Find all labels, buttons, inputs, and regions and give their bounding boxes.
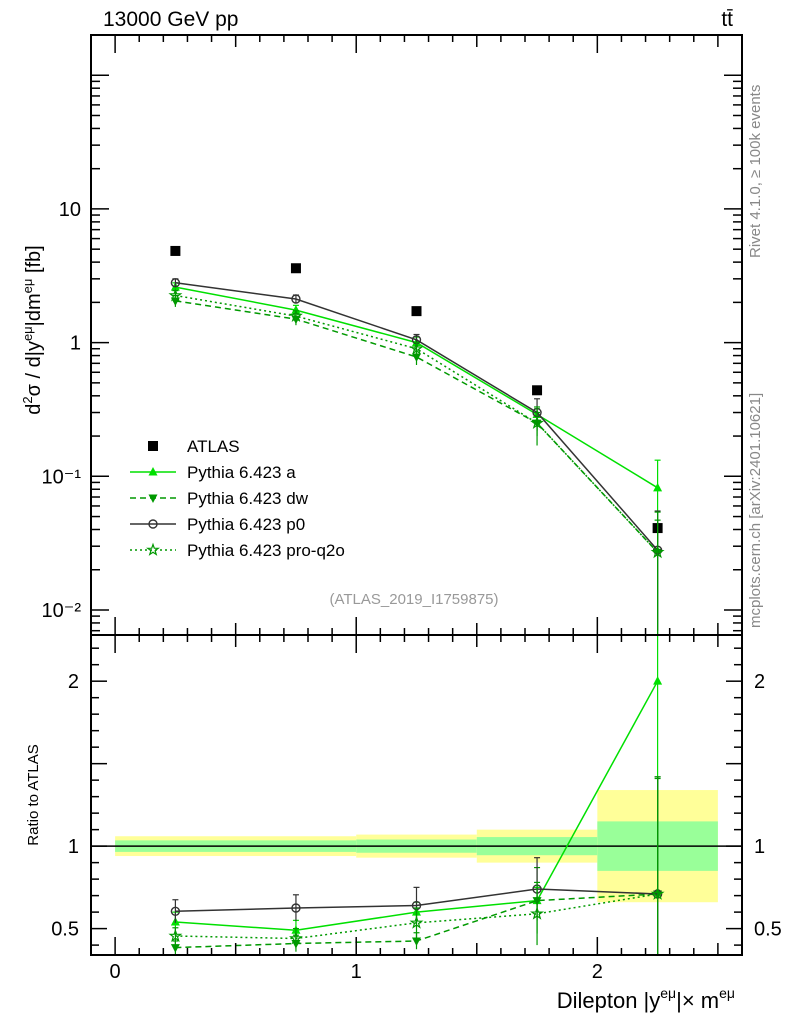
ratio-ticks: 0.5 0.5 1 1 2 2 0 1 2: [51, 635, 782, 983]
analysis-id-label: (ATLAS_2019_I1759875): [329, 591, 498, 608]
ratio-y-axis-label: Ratio to ATLAS: [25, 744, 42, 845]
main-dw-series-line: [175, 300, 659, 553]
x-tick-label: 0: [110, 961, 121, 983]
main-pro-series-line: [175, 294, 659, 553]
ratio-y-tick-label: 1: [68, 836, 79, 858]
rivet-version-label: Rivet 4.1.0, ≥ 100k events: [747, 85, 764, 258]
x-axis-label: Dilepton |yeμ|× meμ: [557, 985, 735, 1013]
main-y-tick-label: 10⁻²: [42, 600, 82, 622]
ratio-y-tick-label: 2: [68, 671, 79, 693]
x-tick-label: 1: [351, 961, 362, 983]
main-y-tick-label: 1: [70, 333, 81, 355]
ratio-frame: [90, 634, 743, 956]
main-data-series-point: [170, 245, 181, 256]
main-panel: 10⁻² 10⁻¹ 1 10 d2σ / d|yeμ|dmeμ [fb] (ATLAS…: [20, 34, 743, 636]
main-dw-series-point: [412, 353, 421, 363]
ratio-pro-series-point: [168, 928, 183, 942]
legend-label-dw: Pythia 6.423 dw: [187, 489, 309, 508]
main-ticks: 10⁻² 10⁻¹ 1 10: [42, 34, 742, 635]
legend-marker-pro: [146, 542, 160, 556]
main-data-series-point: [290, 263, 301, 274]
main-p0-series-point: [291, 294, 301, 304]
ratio-y-tick-label: 0.5: [51, 919, 79, 941]
main-pro-series-point: [288, 308, 303, 322]
ratio-y-tick-label-right: 1: [754, 836, 765, 858]
legend-marker-dw: [148, 494, 158, 503]
process-label: tt̄: [721, 8, 733, 31]
mcplots-label: mcplots.cern.ch [arXiv:2401.10621]: [747, 393, 764, 628]
main-data-marks: [168, 245, 665, 635]
main-pro-series-point: [409, 341, 424, 355]
ratio-a-series-point: [653, 676, 663, 685]
ratio-y-tick-label-right: 2: [754, 671, 765, 693]
ratio-p0-series-point: [291, 903, 301, 913]
ratio-dw-series-point: [412, 937, 421, 946]
x-tick-label: 2: [592, 961, 603, 983]
legend-label-a: Pythia 6.423 a: [187, 463, 296, 482]
main-y-axis-label: d2σ / d|yeμ|dmeμ [fb]: [20, 245, 45, 415]
main-data-series-point: [411, 306, 422, 317]
main-a-series-point: [653, 482, 663, 492]
ratio-p0-series-point: [170, 906, 181, 916]
energy-label: 13000 GeV pp: [103, 8, 238, 31]
ratio-pro-series-point: [530, 906, 545, 920]
ratio-pro-series-line: [175, 893, 658, 940]
main-pro-series-point: [168, 288, 183, 302]
main-p0-series-line: [175, 282, 659, 551]
main-data-series-point: [532, 385, 543, 396]
ratio-data-marks: [168, 634, 665, 955]
main-p0-series-point: [170, 278, 181, 288]
ratio-y-tick-label-right: 0.5: [754, 919, 782, 941]
legend-label-p0: Pythia 6.423 p0: [187, 515, 305, 534]
ratio-dw-series-point: [170, 944, 180, 953]
ratio-pro-series-point: [650, 886, 665, 900]
legend-marker-a: [148, 467, 158, 476]
legend-marker-data: [148, 441, 158, 451]
legend-label-pro: Pythia 6.423 pro-q2o: [187, 541, 345, 560]
ratio-pro-series-point: [409, 915, 424, 929]
main-pro-series-point: [650, 544, 665, 559]
main-y-tick-label: 10: [59, 199, 81, 221]
legend-label-data: ATLAS: [187, 437, 240, 456]
main-pro-series-point: [530, 415, 545, 430]
main-a-series-line: [175, 286, 658, 489]
legend-marker-p0: [148, 519, 158, 529]
ratio-pro-series-point: [288, 931, 303, 945]
main-y-tick-label: 10⁻¹: [42, 466, 82, 488]
legend: ATLAS Pythia 6.423 a Pythia 6.423 dw Pythia…: [130, 437, 345, 560]
ratio-panel: 0.5 0.5 1 1 2 2 0 1 2 Ratio to ATLAS Dilepton |y…: [25, 634, 782, 1013]
